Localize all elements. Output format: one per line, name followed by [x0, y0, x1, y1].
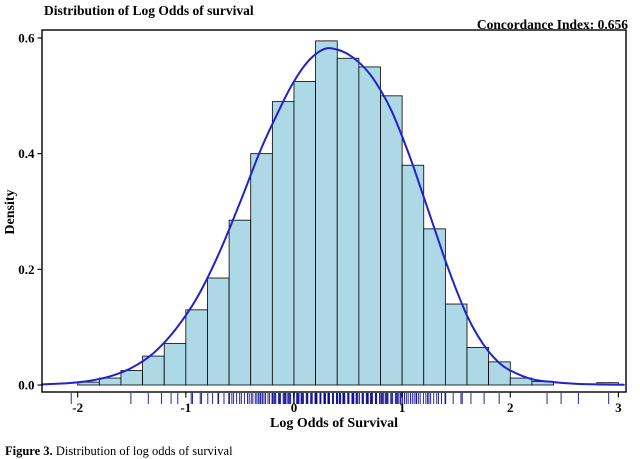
histogram-bar: [271, 101, 295, 386]
y-tick-label: 0.4: [18, 146, 35, 161]
figure-caption-text: Distribution of log odds of survival: [52, 444, 233, 458]
y-axis-title: Density: [3, 189, 18, 234]
histogram-bar: [185, 309, 208, 386]
density-curve: [41, 47, 625, 386]
y-tick-label: 0.6: [18, 31, 35, 46]
histogram-bar: [380, 95, 403, 386]
histogram-bar: [466, 347, 490, 386]
x-tick-label: 1: [399, 400, 406, 415]
histogram-bar: [293, 80, 317, 386]
concordance-index-annotation: Concordance Index: 0.656: [476, 17, 628, 32]
histogram-bar: [401, 164, 425, 386]
histogram-bar: [444, 303, 468, 386]
histogram-bars: [77, 40, 619, 386]
y-tick-label: 0.2: [18, 262, 34, 277]
x-axis-title: Log Odds of Survival: [270, 416, 398, 431]
x-tick-label: -2: [72, 400, 83, 415]
histogram-bar: [336, 57, 360, 386]
histogram-bar: [315, 40, 338, 386]
density-curve-path: [41, 47, 625, 386]
figure-caption-label: Figure 3.: [5, 444, 53, 458]
histogram-bar: [250, 153, 273, 386]
chart-title: Distribution of Log Odds of survival: [44, 3, 254, 18]
histogram-bar: [358, 66, 381, 386]
x-tick-label: 3: [615, 400, 622, 415]
histogram-bar: [207, 277, 230, 386]
rug-marks: [70, 393, 610, 404]
histogram-bar: [488, 361, 511, 386]
histogram-bar: [120, 370, 143, 386]
panel-border: [41, 29, 627, 393]
x-tick-label: -1: [180, 400, 191, 415]
x-tick-label: 0: [291, 400, 298, 415]
histogram-bar: [142, 355, 165, 386]
x-tick-label: 2: [507, 400, 514, 415]
figure-caption: Figure 3. Distribution of log odds of su…: [5, 444, 233, 459]
y-tick-label: 0.0: [18, 378, 34, 393]
histogram-bar: [228, 219, 252, 386]
histogram-bar: [163, 342, 187, 386]
axis-tick-labels: -2 -1 0 1 2 3 0.0 0.2 0.4 0.6: [18, 31, 622, 415]
